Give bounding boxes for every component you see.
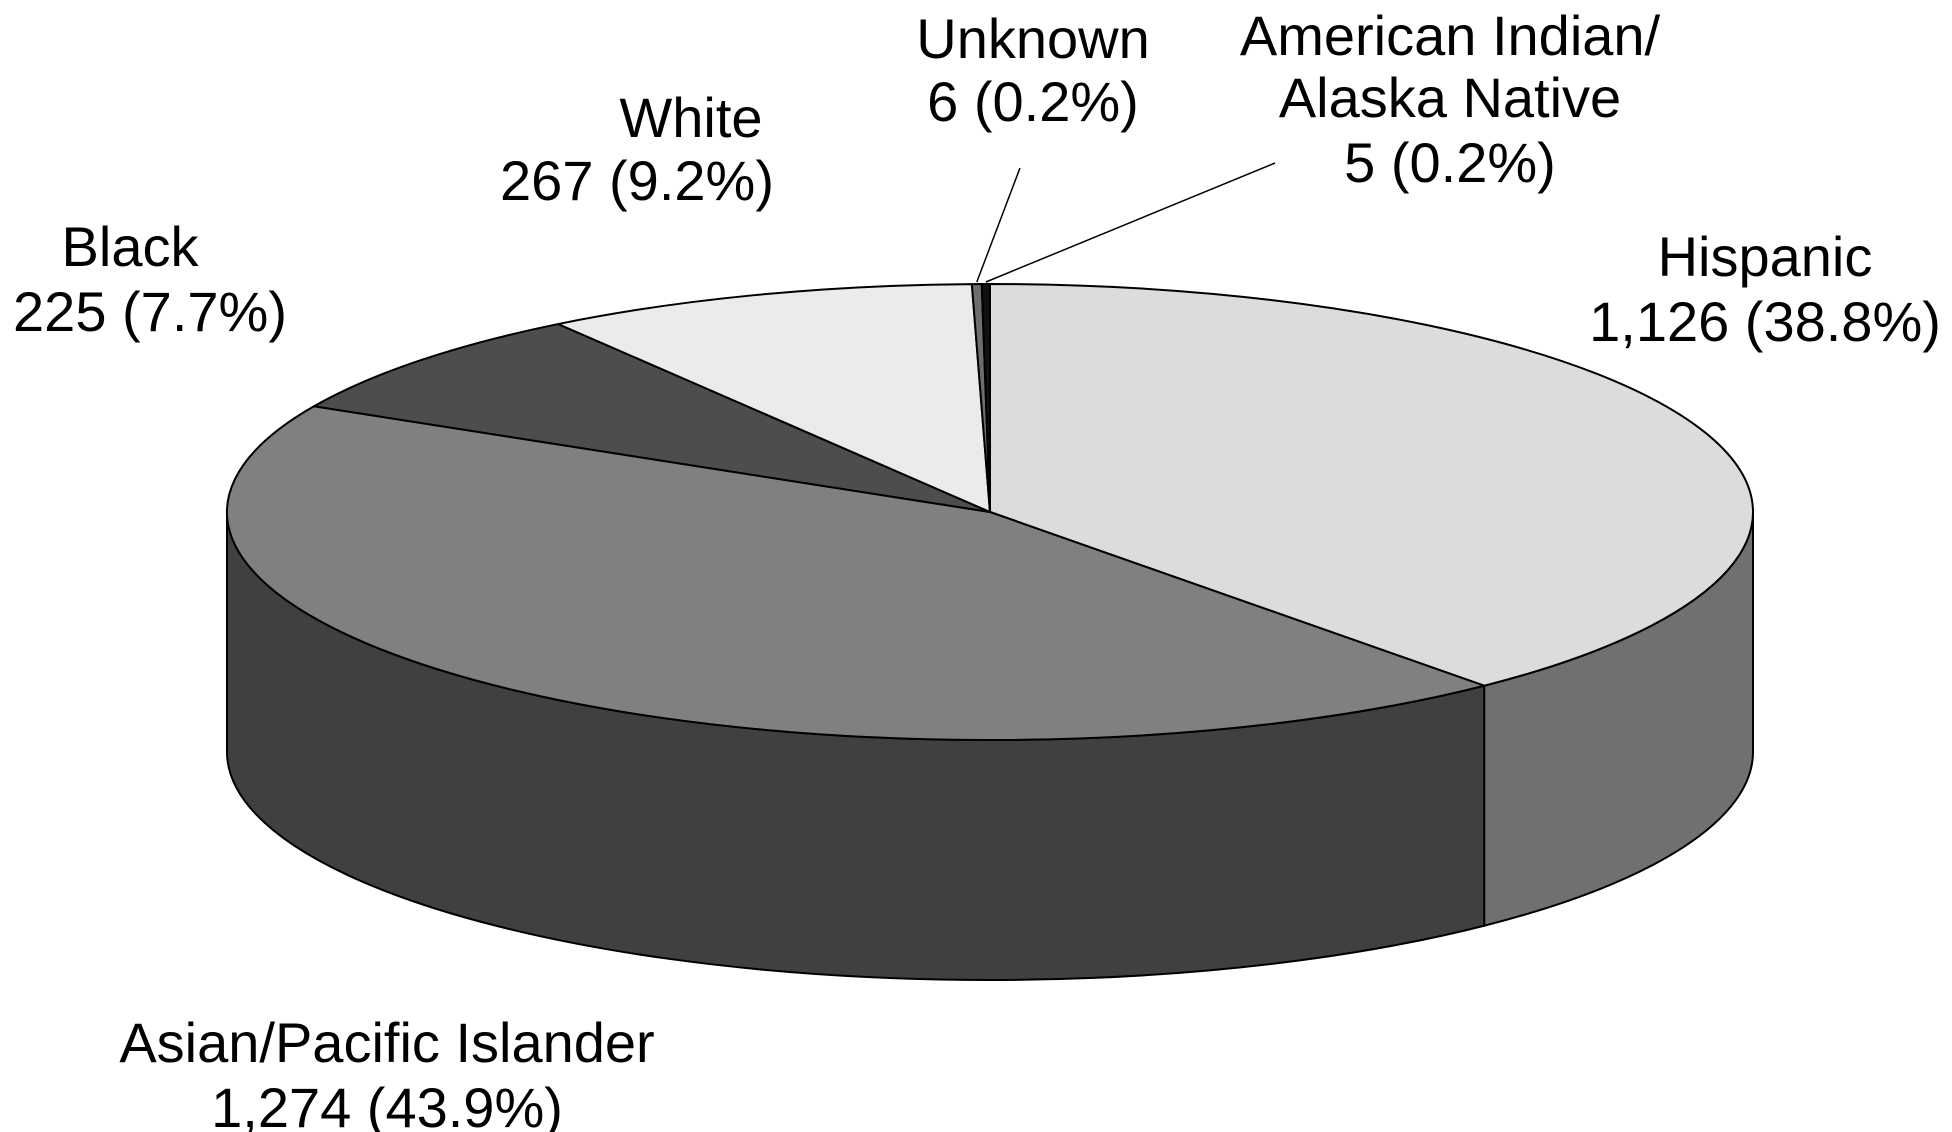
label-white-name: White bbox=[619, 86, 762, 149]
label-unknown-value: 6 (0.2%) bbox=[927, 70, 1139, 133]
pie-slices bbox=[226, 282, 1754, 741]
leader-lines bbox=[976, 162, 1276, 283]
label-asian-pacific-islander: Asian/Pacific Islander 1,274 (43.9%) bbox=[119, 1011, 654, 1132]
leader-line-unknown bbox=[976, 167, 1021, 283]
slice-asian-pacific-islander bbox=[226, 405, 1486, 741]
label-american-indian-line2: Alaska Native bbox=[1279, 66, 1621, 129]
slice-american-indian-alaska-native bbox=[980, 282, 991, 513]
label-hispanic: Hispanic 1,126 (38.8%) bbox=[1589, 225, 1941, 353]
label-american-indian-line1: American Indian/ bbox=[1240, 4, 1661, 67]
pie-side-walls bbox=[226, 511, 1754, 981]
label-american-indian-alaska-native: American Indian/ Alaska Native 5 (0.2%) bbox=[1240, 4, 1661, 194]
label-asian-pacific-islander-value: 1,274 (43.9%) bbox=[211, 1076, 563, 1132]
leader-line-american-indian-alaska-native bbox=[985, 162, 1276, 283]
label-black-value: 225 (7.7%) bbox=[13, 280, 287, 343]
label-hispanic-name: Hispanic bbox=[1658, 225, 1873, 288]
label-unknown: Unknown 6 (0.2%) bbox=[916, 7, 1149, 133]
slice-white bbox=[557, 283, 991, 513]
label-unknown-name: Unknown bbox=[916, 7, 1149, 70]
label-black: Black 225 (7.7%) bbox=[13, 215, 287, 343]
label-white-value: 267 (9.2%) bbox=[500, 149, 774, 212]
slice-hispanic bbox=[989, 283, 1754, 687]
label-black-name: Black bbox=[62, 215, 200, 278]
label-white: White 267 (9.2%) bbox=[500, 86, 774, 212]
label-asian-pacific-islander-name: Asian/Pacific Islander bbox=[119, 1011, 654, 1074]
slice-black bbox=[312, 323, 991, 513]
label-hispanic-value: 1,126 (38.8%) bbox=[1589, 290, 1941, 353]
label-american-indian-value: 5 (0.2%) bbox=[1344, 131, 1556, 194]
